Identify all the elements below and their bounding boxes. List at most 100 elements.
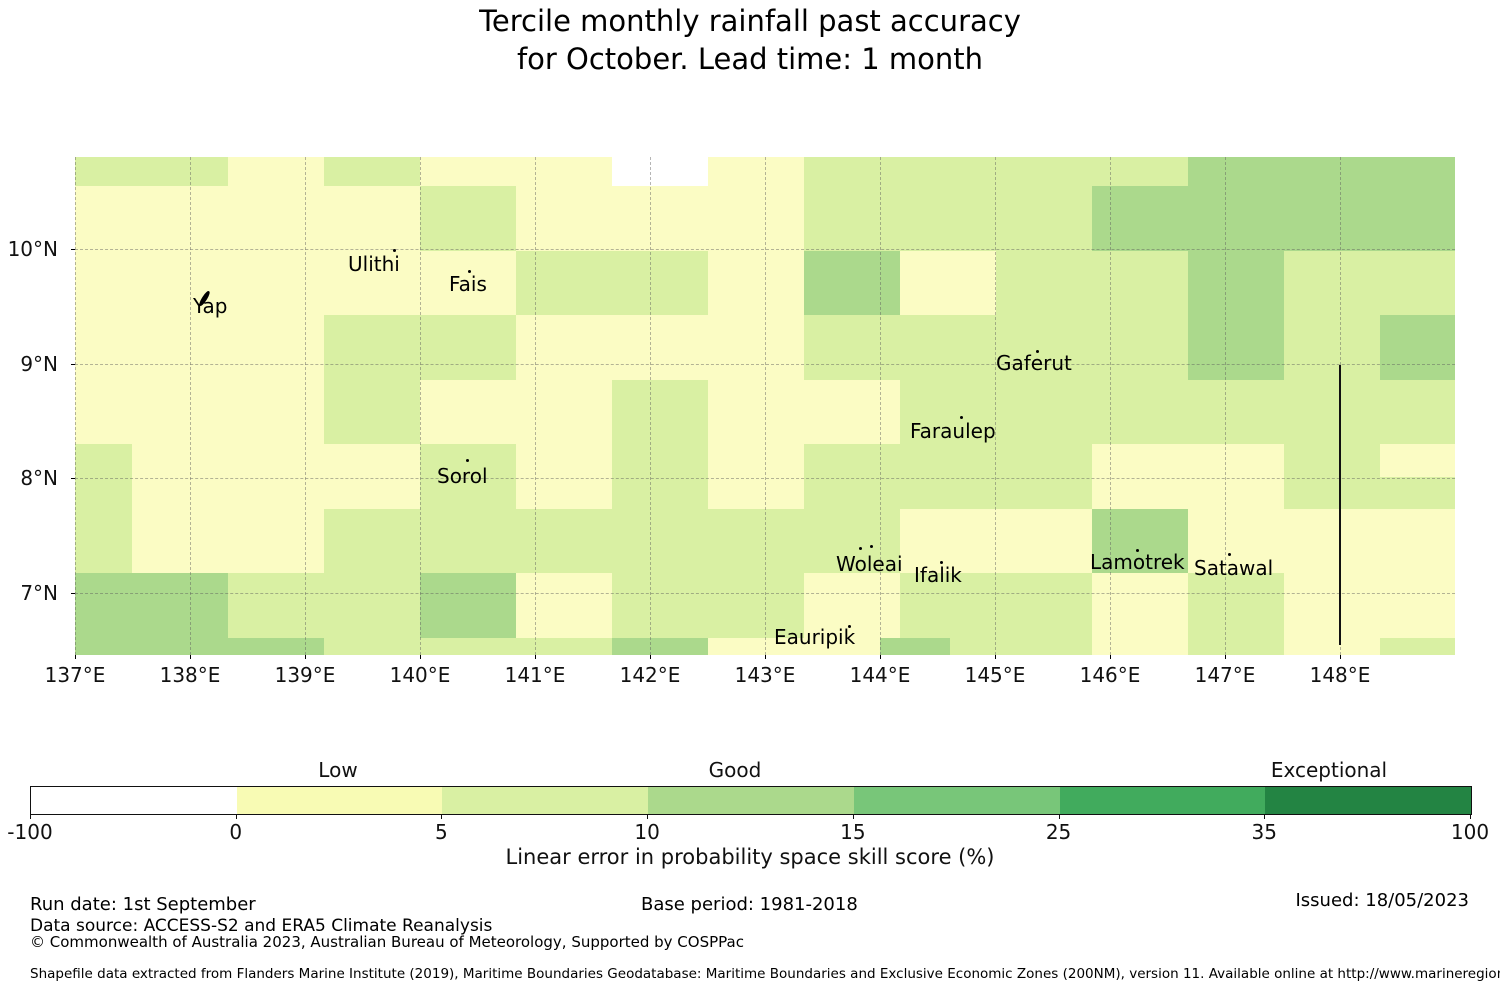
grid-cell (1092, 315, 1188, 380)
grid-cell (324, 637, 420, 655)
grid-cell (1092, 508, 1188, 573)
colorbar-category-label: Low (318, 758, 358, 782)
grid-cell (1380, 315, 1455, 380)
colorbar-tick (235, 814, 237, 819)
x-axis-tick-label: 146°E (1079, 663, 1141, 687)
grid-cell (132, 637, 228, 655)
island-label: Ulithi (348, 252, 400, 276)
colorbar (30, 786, 1472, 815)
colorbar-segment (1059, 787, 1266, 814)
grid-cell (996, 508, 1092, 573)
x-axis-tick-label: 147°E (1194, 663, 1256, 687)
grid-cell (228, 157, 324, 186)
grid-cell (996, 186, 1092, 251)
grid-cell (132, 573, 228, 638)
x-axis-tick (420, 655, 421, 659)
grid-cell (75, 157, 132, 186)
y-axis-tick-label: 7°N (20, 581, 58, 605)
grid-cell (228, 379, 324, 444)
longitude-gridline (420, 157, 421, 655)
grid-cell (1092, 444, 1188, 509)
grid-cell-overlay (880, 637, 950, 655)
grid-cell (516, 573, 612, 638)
longitude-gridline (765, 157, 766, 655)
grid-cell (1284, 444, 1380, 509)
footer-base-period: Base period: 1981-2018 (641, 894, 858, 915)
colorbar-segment (853, 787, 1061, 814)
island-marker-dot (858, 546, 862, 550)
grid-cell (75, 637, 132, 655)
x-axis-tick (190, 655, 191, 659)
grid-cell (75, 444, 132, 509)
island-marker-dot (1227, 552, 1231, 556)
map-plot-area (75, 157, 1455, 655)
island-marker-dot (959, 415, 963, 419)
grid-cell (516, 250, 612, 315)
island-marker-dot (1135, 548, 1139, 552)
grid-cell (516, 508, 612, 573)
x-axis-tick (535, 655, 536, 659)
grid-cell (612, 157, 708, 186)
grid-cell (132, 444, 228, 509)
grid-cell (132, 508, 228, 573)
grid-cell (804, 157, 900, 186)
grid-cell (612, 573, 708, 638)
grid-cell (804, 250, 900, 315)
grid-cell (324, 186, 420, 251)
latitude-gridline (75, 593, 1455, 594)
grid-cell (1284, 186, 1380, 251)
grid-cell (516, 157, 612, 186)
longitude-gridline (535, 157, 536, 655)
colorbar-tick-label: 25 (1045, 820, 1072, 844)
colorbar-tick (30, 814, 31, 819)
island-label: Faraulep (910, 419, 996, 443)
grid-cell (1188, 444, 1284, 509)
colorbar-segment (236, 787, 443, 814)
footer-run-date: Run date: 1st September (30, 894, 256, 915)
grid-cell (708, 637, 804, 655)
grid-cell (612, 250, 708, 315)
grid-cell (1092, 379, 1188, 444)
footer-copyright: © Commonwealth of Australia 2023, Austra… (30, 933, 744, 951)
grid-cell (900, 157, 996, 186)
grid-cell (708, 573, 804, 638)
grid-cell (1284, 379, 1380, 444)
grid-cell (324, 444, 420, 509)
grid-cell (1284, 637, 1380, 655)
x-axis-tick (650, 655, 651, 659)
grid-cell (1380, 637, 1455, 655)
grid-cell (324, 573, 420, 638)
grid-cell (1380, 157, 1455, 186)
longitude-gridline (190, 157, 191, 655)
grid-cell (708, 444, 804, 509)
latitude-gridline (75, 478, 1455, 479)
colorbar-tick-label: 10 (634, 820, 660, 844)
grid-cell (324, 250, 420, 315)
x-axis-tick-label: 141°E (504, 663, 566, 687)
colorbar-segment (31, 787, 238, 814)
x-axis-tick-label: 139°E (274, 663, 336, 687)
footer-shapefile-note: Shapefile data extracted from Flanders M… (30, 966, 1500, 982)
grid-cell (804, 444, 900, 509)
island-label: Ifalik (914, 563, 962, 587)
colorbar-segment (1265, 787, 1472, 814)
colorbar-axis-label: Linear error in probability space skill … (505, 845, 995, 869)
grid-cell (996, 315, 1092, 380)
colorbar-tick-label: 35 (1251, 820, 1278, 844)
y-axis-tick-label: 10°N (7, 237, 58, 261)
grid-cell (1188, 379, 1284, 444)
grid-cell (996, 444, 1092, 509)
grid-cell (708, 379, 804, 444)
colorbar-tick (852, 814, 854, 819)
colorbar-tick-label: 100 (1450, 820, 1490, 844)
grid-cell (1284, 573, 1380, 638)
chart-title-line2: for October. Lead time: 1 month (516, 42, 984, 76)
colorbar-tick-label: -100 (7, 820, 53, 844)
latitude-gridline (75, 363, 1455, 365)
island-marker-dot (465, 458, 469, 462)
grid-cell (612, 315, 708, 380)
island-marker-dot (467, 269, 471, 273)
grid-cell (1284, 508, 1380, 573)
grid-cell (516, 444, 612, 509)
